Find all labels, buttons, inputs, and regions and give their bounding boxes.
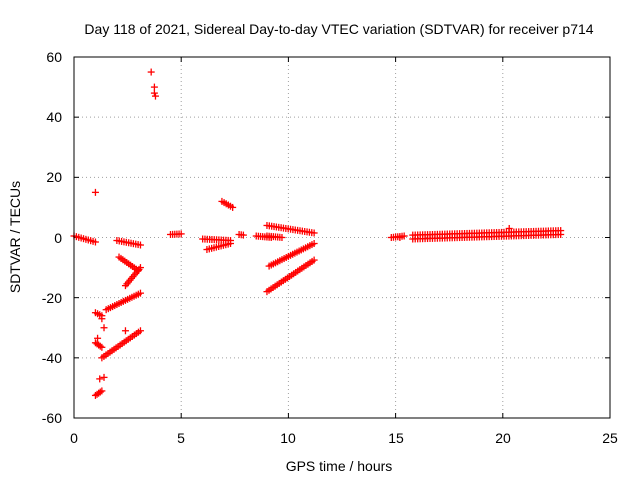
y-tick-label-neg40: -40 — [42, 350, 62, 366]
data-point-iso-10 — [121, 327, 129, 335]
data-point-seg12-5 — [229, 203, 237, 211]
data-point-seg5-16 — [136, 289, 144, 297]
data-point-seg21-60 — [557, 227, 565, 235]
data-point-iso-8 — [98, 315, 106, 323]
data-point-seg4-19 — [136, 327, 144, 335]
data-point-seg18-7 — [278, 234, 286, 241]
x-tick-label-5: 5 — [177, 430, 185, 446]
data-point-iso-11 — [396, 234, 404, 241]
x-tick-label-0: 0 — [70, 430, 78, 446]
y-tick-label-60: 60 — [46, 49, 62, 65]
x-axis-label: GPS time / hours — [286, 458, 393, 474]
data-point-iso-3 — [150, 89, 158, 97]
data-point-seg1-3 — [96, 388, 104, 396]
data-point-seg8-10 — [136, 264, 144, 272]
y-axis-label: SDTVAR / TECUs — [7, 181, 23, 293]
data-point-seg1-4 — [98, 387, 106, 395]
chart-title: Day 118 of 2021, Sidereal Day-to-day VTE… — [84, 21, 593, 37]
data-point-seg15-20 — [310, 229, 318, 237]
y-tick-label-0: 0 — [54, 230, 62, 246]
data-point-seg17-21 — [310, 240, 318, 248]
data-point-seg16-23 — [310, 256, 318, 264]
data-point-seg2-4 — [98, 343, 106, 351]
plot-frame — [73, 56, 611, 419]
data-point-seg9-5 — [177, 230, 185, 238]
data-point-iso-9 — [94, 334, 102, 342]
x-tick-label-25: 25 — [602, 430, 618, 446]
data-point-seg6-10 — [136, 241, 144, 249]
y-tick-label-20: 20 — [46, 169, 62, 185]
data-point-iso-0 — [91, 188, 99, 196]
y-tick-label-neg60: -60 — [42, 410, 62, 426]
data-point-iso-4 — [151, 92, 159, 100]
x-tick-label-10: 10 — [280, 430, 296, 446]
data-point-iso-5 — [96, 375, 104, 383]
data-point-iso-7 — [100, 324, 108, 332]
y-tick-label-neg20: -20 — [42, 290, 62, 306]
data-point-seg2-3 — [96, 342, 104, 350]
data-point-seg19-6 — [400, 232, 408, 240]
data-point-iso-2 — [150, 83, 158, 91]
data-point-iso-12 — [505, 224, 513, 232]
x-tick-label-20: 20 — [495, 430, 511, 446]
data-point-seg11-10 — [227, 240, 235, 248]
gridlines — [74, 57, 610, 418]
y-tick-label-40: 40 — [46, 109, 62, 125]
x-tick-label-15: 15 — [388, 430, 404, 446]
data-point-seg0-9 — [91, 238, 99, 246]
data-point-iso-1 — [147, 68, 155, 76]
data-point-seg13-2 — [239, 231, 247, 239]
data-markers — [70, 68, 565, 399]
data-point-iso-6 — [100, 373, 108, 381]
